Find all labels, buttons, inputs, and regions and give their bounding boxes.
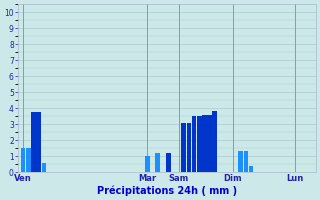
Bar [249, 166, 253, 172]
Bar [181, 123, 186, 172]
Bar [42, 163, 46, 172]
Bar [202, 115, 207, 172]
Bar [212, 111, 217, 172]
Bar [207, 115, 212, 172]
Bar [166, 153, 171, 172]
Bar [31, 112, 36, 172]
Bar [145, 156, 150, 172]
Bar [26, 148, 31, 172]
Bar [187, 123, 191, 172]
Bar [36, 112, 41, 172]
Bar [21, 148, 26, 172]
Bar [192, 116, 196, 172]
X-axis label: Précipitations 24h ( mm ): Précipitations 24h ( mm ) [97, 185, 237, 196]
Bar [244, 151, 248, 172]
Bar [197, 116, 202, 172]
Bar [156, 153, 160, 172]
Bar [238, 151, 243, 172]
